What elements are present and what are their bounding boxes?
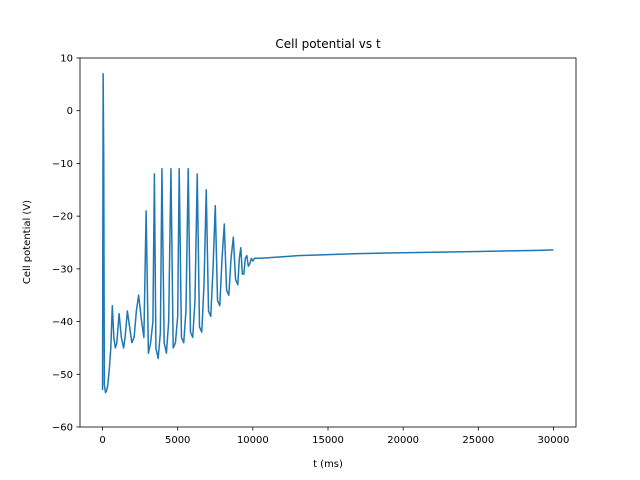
y-axis-ticks: −60 −50 −40 −30 −20 −10 0 10 [52,54,80,434]
series-line [101,73,554,394]
x-tick-label: 0 [99,435,105,446]
x-tick-label: 5000 [165,435,190,446]
chart-title: Cell potential vs t [275,37,381,51]
y-tick-label: 10 [60,54,73,65]
x-tick-label: 15000 [312,435,344,446]
x-tick-label: 25000 [462,435,494,446]
x-axis-ticks: 0 5000 10000 15000 20000 25000 30000 [99,427,569,446]
y-tick-label: −10 [52,159,73,170]
x-tick-label: 20000 [387,435,419,446]
y-tick-label: −60 [52,423,73,434]
x-axis-label: t (ms) [313,459,343,470]
x-tick-label: 10000 [237,435,269,446]
plot-frame [79,57,577,428]
y-axis-label: Cell potential (V) [22,200,33,284]
y-tick-label: 0 [67,106,73,117]
x-tick-label: 30000 [538,435,570,446]
y-tick-label: −20 [52,212,73,223]
y-tick-label: −30 [52,264,73,275]
y-tick-label: −50 [52,370,73,381]
y-tick-label: −40 [52,317,73,328]
